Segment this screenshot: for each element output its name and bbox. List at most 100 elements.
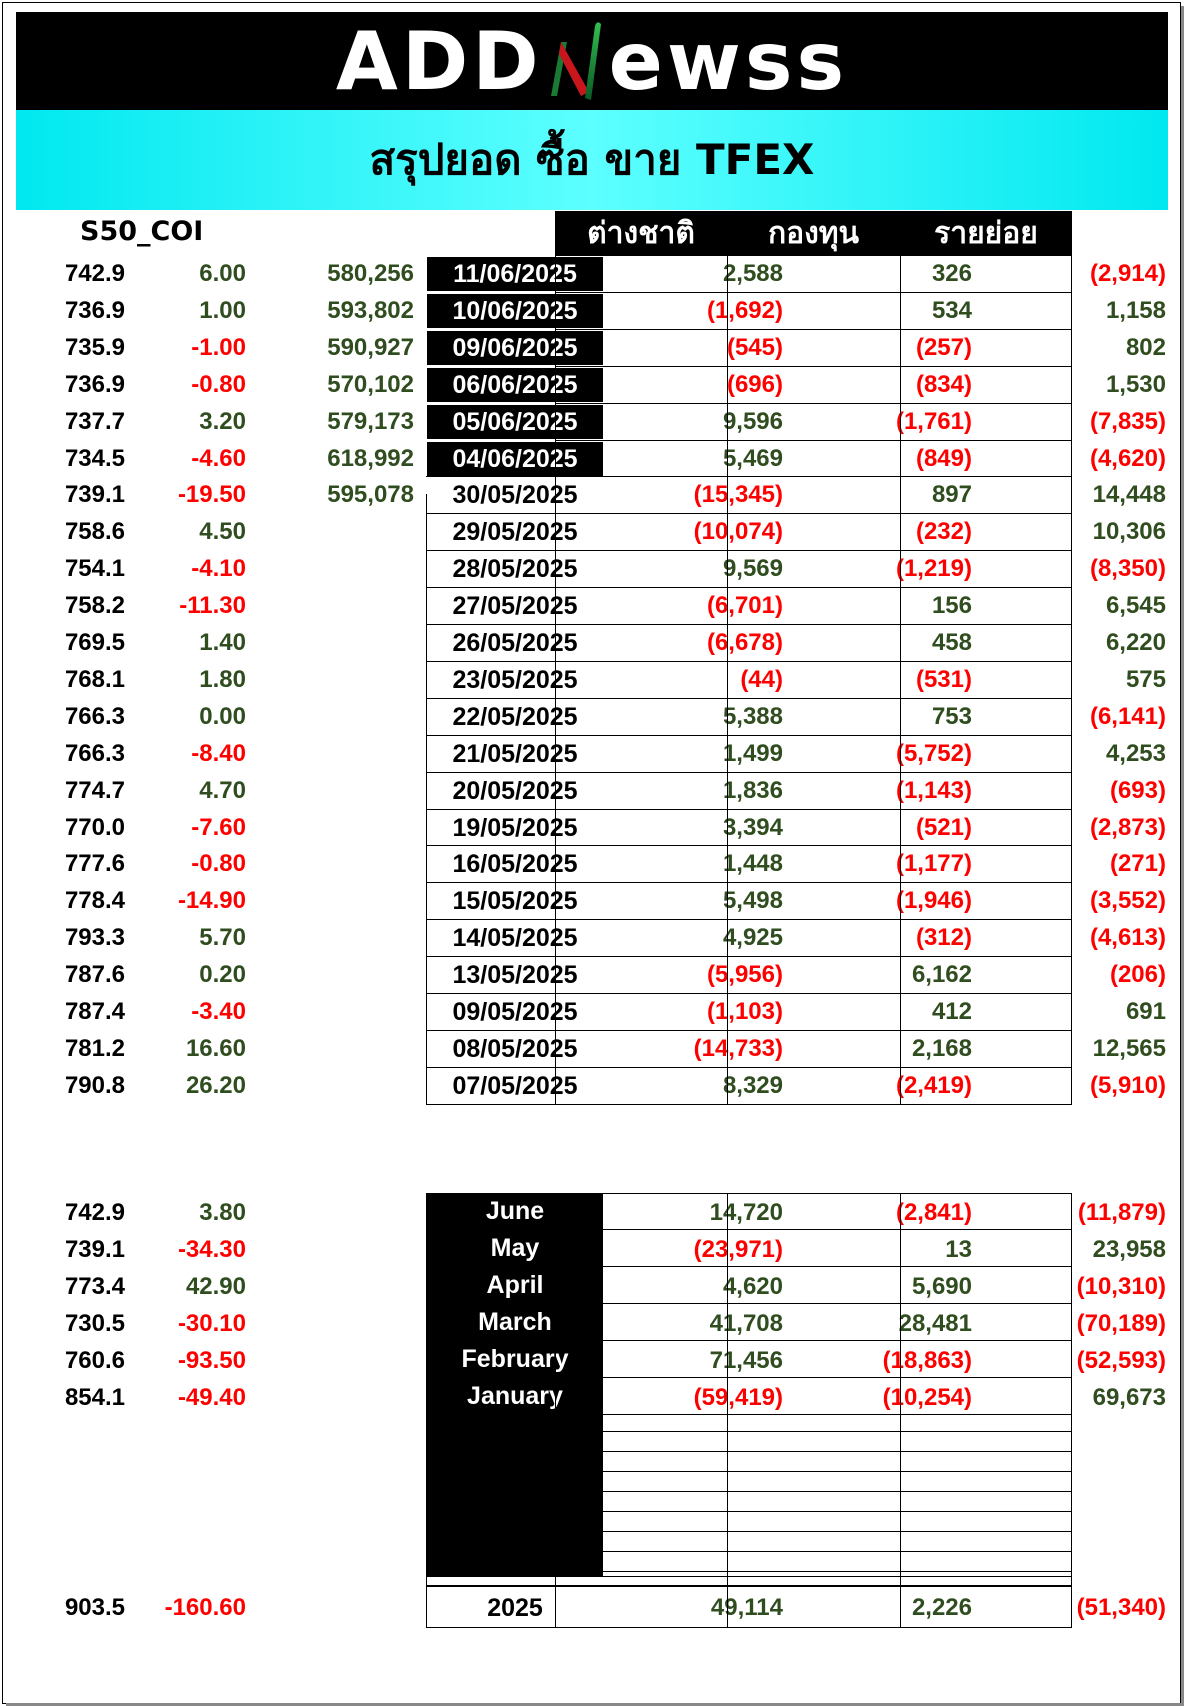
set50-change-value: 1.80 bbox=[199, 665, 246, 693]
month-label: March bbox=[478, 1308, 552, 1336]
foreign-net-value: 4,620 bbox=[722, 1273, 783, 1300]
set50-index-value: 760.6 bbox=[64, 1347, 125, 1374]
trade-date: 28/05/2025 bbox=[452, 555, 578, 584]
institution-net-value: (5,752) bbox=[895, 739, 972, 767]
grid-line bbox=[426, 734, 1072, 736]
foreign-net-value: (1,103) bbox=[706, 998, 783, 1025]
table-row: 758.2 -11.30 27/05/2025 (6,701) 156 6,545 bbox=[0, 586, 1185, 626]
trade-date: 21/05/2025 bbox=[452, 739, 578, 768]
set50-index-value: 787.6 bbox=[64, 961, 125, 989]
set50-change-value: 42.90 bbox=[185, 1273, 246, 1300]
trade-date: 09/05/2025 bbox=[452, 998, 578, 1026]
set50-change-value: -93.50 bbox=[177, 1347, 246, 1374]
table-row: 793.3 5.70 14/05/2025 4,925 (312) (4,613) bbox=[0, 918, 1185, 958]
retail-net-value: 12,565 bbox=[1092, 1034, 1166, 1062]
grid-line bbox=[555, 1471, 1072, 1472]
set50-index-value: 730.5 bbox=[64, 1310, 125, 1337]
grid-line bbox=[555, 402, 1072, 404]
coi-value: 580,256 bbox=[327, 260, 414, 287]
institution-net-value: (2,419) bbox=[895, 1071, 972, 1099]
grid-line bbox=[555, 1414, 1072, 1415]
header-institution: กองทุน bbox=[727, 211, 900, 255]
foreign-net-value: 5,469 bbox=[722, 444, 783, 472]
retail-net-value: (8,350) bbox=[1089, 555, 1166, 583]
set50-index-value: 734.5 bbox=[64, 444, 125, 472]
set50-change-value: 3.20 bbox=[199, 407, 246, 435]
set50-index-value: 793.3 bbox=[64, 924, 125, 952]
grid-line bbox=[426, 1585, 1072, 1587]
grid-line bbox=[426, 494, 427, 1105]
institution-net-value: (18,863) bbox=[882, 1347, 972, 1374]
month-label: January bbox=[467, 1382, 563, 1410]
grid-line bbox=[555, 255, 1072, 256]
logo-text-left: ADD bbox=[335, 14, 543, 108]
retail-net-value: 4,253 bbox=[1105, 739, 1166, 767]
institution-net-value: (2,841) bbox=[895, 1199, 972, 1226]
year-label: 2025 bbox=[487, 1594, 543, 1622]
grid-line bbox=[555, 1193, 556, 1628]
set50-change-value: 0.00 bbox=[199, 702, 246, 730]
grid-line bbox=[555, 439, 1072, 441]
coi-value: 593,802 bbox=[327, 296, 414, 324]
foreign-net-value: (6,701) bbox=[706, 592, 783, 620]
table-row: 778.4 -14.90 15/05/2025 5,498 (1,946) (3,552) bbox=[0, 881, 1185, 921]
grid-line bbox=[727, 1193, 728, 1628]
institution-net-value: (1,177) bbox=[895, 850, 972, 878]
grid-line bbox=[426, 550, 1072, 552]
table-row: 735.9 -1.00 590,927 09/06/2025 (545) (257) 802 bbox=[0, 328, 1185, 368]
table-row: 787.6 0.20 13/05/2025 (5,956) 6,162 (206) bbox=[0, 955, 1185, 995]
foreign-net-value: (15,345) bbox=[693, 481, 783, 509]
foreign-net-value: 5,388 bbox=[722, 702, 783, 730]
set50-change-value: -8.40 bbox=[191, 739, 246, 767]
set50-change-value: -30.10 bbox=[177, 1310, 246, 1337]
month-label: May bbox=[490, 1234, 540, 1262]
set50-index-value: 781.2 bbox=[64, 1034, 125, 1062]
grid-line bbox=[426, 476, 1072, 478]
set50-index-value: 768.1 bbox=[64, 665, 125, 693]
coi-value: 595,078 bbox=[327, 481, 414, 509]
retail-net-value: (2,873) bbox=[1089, 813, 1166, 841]
set50-change-value: -4.10 bbox=[191, 555, 246, 583]
set50-index-value: 742.9 bbox=[64, 1199, 125, 1226]
set50-index-value: 739.1 bbox=[64, 481, 125, 509]
grid-line bbox=[426, 919, 1072, 921]
set50-index-value: 769.5 bbox=[64, 629, 125, 656]
table-row: 768.1 1.80 23/05/2025 (44) (531) 575 bbox=[0, 660, 1185, 700]
set50-change-value: 1.40 bbox=[199, 629, 246, 656]
set50-change-value: -49.40 bbox=[177, 1384, 246, 1411]
grid-line bbox=[555, 1303, 1072, 1304]
foreign-net-value: (5,956) bbox=[706, 961, 783, 989]
grid-line bbox=[426, 956, 1072, 958]
table-row: 742.9 6.00 580,256 11/06/2025 2,588 326 (2,914… bbox=[0, 254, 1185, 294]
retail-net-value: (10,310) bbox=[1076, 1273, 1166, 1300]
foreign-net-value: 5,498 bbox=[722, 887, 783, 915]
header-foreign: ต่างชาติ bbox=[555, 211, 727, 255]
trade-date: 06/06/2025 bbox=[427, 367, 603, 402]
grid-line bbox=[426, 1029, 1072, 1031]
foreign-net-value: 41,708 bbox=[709, 1310, 783, 1337]
set50-change-value: -1.00 bbox=[191, 333, 246, 361]
retail-net-value: (271) bbox=[1109, 850, 1166, 878]
table-row: 758.6 4.50 29/05/2025 (10,074) (232) 10,306 bbox=[0, 512, 1185, 552]
retail-net-value: 1,530 bbox=[1105, 370, 1166, 398]
set50-change-value: -11.30 bbox=[179, 592, 246, 620]
grid-line bbox=[426, 808, 1072, 810]
grid-line bbox=[426, 771, 1072, 773]
grid-line bbox=[555, 1377, 1072, 1378]
foreign-net-value: (59,419) bbox=[693, 1384, 783, 1411]
trade-date: 23/05/2025 bbox=[452, 665, 578, 694]
foreign-net-value: (696) bbox=[726, 370, 783, 398]
grid-line bbox=[426, 697, 1072, 699]
set50-index-value: 774.7 bbox=[64, 776, 125, 804]
trade-date: 16/05/2025 bbox=[452, 850, 578, 879]
grid-line bbox=[555, 291, 1072, 293]
retail-net-value: (6,141) bbox=[1089, 702, 1166, 730]
grid-line bbox=[900, 255, 901, 1105]
foreign-net-value: (23,971) bbox=[693, 1236, 783, 1263]
coi-value: 590,927 bbox=[327, 333, 414, 361]
grid-line bbox=[426, 624, 1072, 625]
trade-date: 14/05/2025 bbox=[452, 924, 578, 953]
set50-change-value: 0.20 bbox=[199, 961, 246, 989]
set50-change-value: 3.80 bbox=[199, 1199, 246, 1226]
grid-line bbox=[426, 513, 1072, 515]
